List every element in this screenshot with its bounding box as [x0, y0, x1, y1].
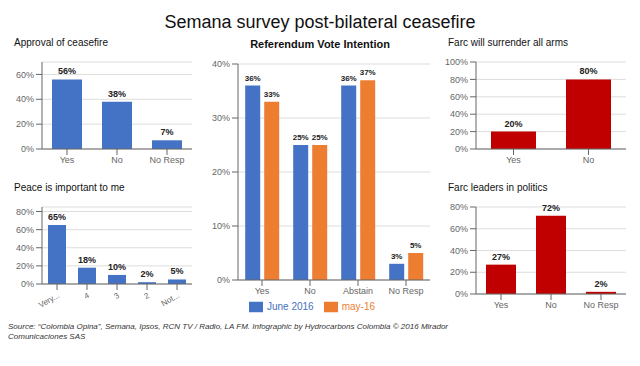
svg-text:65%: 65%: [48, 212, 66, 222]
svg-text:10%: 10%: [212, 221, 230, 231]
svg-text:0%: 0%: [21, 144, 34, 154]
svg-text:2%: 2%: [594, 279, 607, 289]
svg-text:20%: 20%: [504, 119, 522, 129]
svg-text:25%: 25%: [293, 133, 309, 142]
svg-text:37%: 37%: [360, 68, 376, 77]
svg-text:40%: 40%: [16, 243, 34, 253]
svg-text:No Resp: No Resp: [583, 300, 618, 310]
svg-text:7%: 7%: [160, 127, 173, 137]
svg-text:0%: 0%: [455, 289, 468, 299]
svg-text:No: No: [111, 155, 123, 165]
svg-text:25%: 25%: [312, 133, 328, 142]
svg-text:33%: 33%: [264, 90, 280, 99]
svg-text:4: 4: [82, 291, 91, 301]
svg-text:5%: 5%: [170, 266, 183, 276]
svg-text:No Resp: No Resp: [388, 286, 423, 296]
svg-text:60%: 60%: [450, 92, 468, 102]
svg-text:3%: 3%: [391, 252, 403, 261]
svg-text:2%: 2%: [140, 269, 153, 279]
html-text:Referendum Vote Intention: Referendum Vote Intention: [250, 38, 390, 50]
svg-text:No Resp: No Resp: [149, 155, 184, 165]
svg-text:No: No: [583, 155, 595, 165]
svg-text:0%: 0%: [455, 144, 468, 154]
html-text:Approval of ceasefire: Approval of ceasefire: [14, 37, 108, 48]
svg-text:No: No: [304, 286, 316, 296]
svg-text:Not...: Not...: [160, 291, 181, 308]
svg-text:36%: 36%: [245, 74, 261, 83]
svg-text:20%: 20%: [16, 261, 34, 271]
svg-text:18%: 18%: [78, 255, 96, 265]
html-text:Source: “Colombia Opina”, Sema: Source: “Colombia Opina”, Semana, Ipsos,…: [8, 322, 448, 341]
svg-text:30%: 30%: [212, 113, 230, 123]
svg-text:3: 3: [112, 291, 121, 301]
svg-text:40%: 40%: [450, 246, 468, 256]
svg-text:2: 2: [142, 291, 151, 301]
html-text:Semana survey post-bilateral c: Semana survey post-bilateral ceasefire: [164, 12, 476, 32]
svg-text:Abstain: Abstain: [343, 286, 373, 296]
svg-text:10%: 10%: [108, 262, 126, 272]
svg-text:20%: 20%: [16, 119, 34, 129]
svg-text:40%: 40%: [16, 94, 34, 104]
html-text:Farc will surrender all arms: Farc will surrender all arms: [448, 37, 568, 48]
svg-text:80%: 80%: [16, 207, 34, 217]
svg-text:Yes: Yes: [60, 155, 75, 165]
svg-text:80%: 80%: [450, 75, 468, 85]
svg-text:0%: 0%: [21, 279, 34, 289]
svg-text:80%: 80%: [579, 66, 597, 76]
html-text:Peace is important to me: Peace is important to me: [14, 182, 125, 193]
svg-text:20%: 20%: [212, 167, 230, 177]
svg-text:100%: 100%: [445, 57, 468, 67]
svg-text:40%: 40%: [450, 109, 468, 119]
svg-text:72%: 72%: [542, 203, 560, 213]
svg-text:20%: 20%: [450, 267, 468, 277]
svg-text:60%: 60%: [450, 224, 468, 234]
svg-text:80%: 80%: [450, 202, 468, 212]
svg-text:Yes: Yes: [255, 286, 270, 296]
svg-text:Yes: Yes: [494, 300, 509, 310]
svg-text:5%: 5%: [410, 241, 422, 250]
svg-text:36%: 36%: [341, 74, 357, 83]
html-text:Farc leaders in politics: Farc leaders in politics: [448, 182, 548, 193]
svg-text:60%: 60%: [16, 225, 34, 235]
svg-text:No: No: [545, 300, 557, 310]
svg-text:0%: 0%: [217, 275, 230, 285]
svg-text:40%: 40%: [212, 59, 230, 69]
svg-text:Very...: Very...: [37, 291, 61, 310]
svg-text:Yes: Yes: [506, 155, 521, 165]
svg-text:38%: 38%: [108, 89, 126, 99]
html-text:June 2016: June 2016: [267, 300, 314, 312]
svg-text:20%: 20%: [450, 127, 468, 137]
svg-text:56%: 56%: [58, 66, 76, 76]
svg-text:60%: 60%: [16, 70, 34, 80]
svg-text:27%: 27%: [492, 252, 510, 262]
html-text:may-16: may-16: [341, 300, 375, 312]
